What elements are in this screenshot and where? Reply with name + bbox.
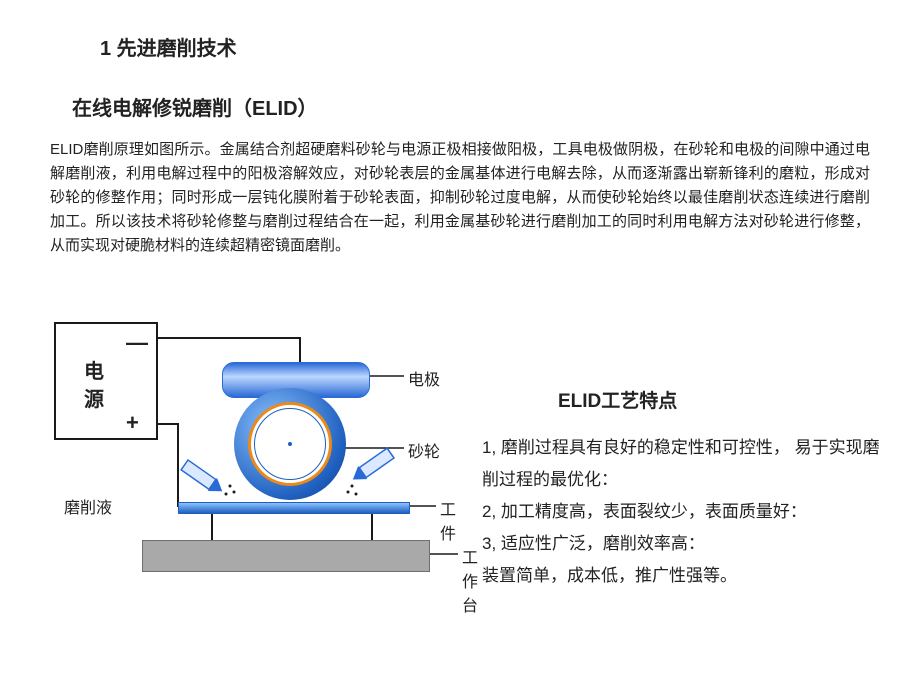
- features-list: 1, 磨削过程具有良好的稳定性和可控性， 易于实现磨削过程的最优化： 2, 加工…: [482, 432, 882, 592]
- psu-text: 电 源: [84, 358, 104, 414]
- workpiece-plate: [178, 502, 410, 514]
- label-fluid: 磨削液: [64, 494, 112, 518]
- grinding-wheel-center: [288, 442, 292, 446]
- feature-item-3: 3, 适应性广泛，磨削效率高：: [482, 528, 882, 560]
- subsection-title: 在线电解修锐磨削（ELID）: [72, 92, 318, 121]
- psu-char2: 源: [84, 389, 104, 411]
- feature-item-2: 2, 加工精度高，表面裂纹少，表面质量好：: [482, 496, 882, 528]
- label-worktable: 工作台: [462, 544, 478, 616]
- psu-char1: 电: [84, 361, 104, 383]
- intro-paragraph: ELID磨削原理如图所示。金属结合剂超硬磨料砂轮与电源正极相接做阳极，工具电极做…: [50, 138, 870, 258]
- slide: 1 先进磨削技术 在线电解修锐磨削（ELID） ELID磨削原理如图所示。金属结…: [0, 0, 920, 690]
- psu-plus-sign: +: [126, 410, 139, 436]
- worktable-block: [142, 540, 430, 572]
- feature-item-4: 装置简单，成本低，推广性强等。: [482, 560, 882, 592]
- label-electrode: 电极: [408, 366, 440, 390]
- power-supply-box: — 电 源 +: [54, 322, 158, 440]
- label-wheel: 砂轮: [408, 438, 440, 462]
- feature-item-1: 1, 磨削过程具有良好的稳定性和可控性， 易于实现磨削过程的最优化：: [482, 432, 882, 496]
- psu-minus-sign: —: [126, 330, 148, 356]
- label-workpiece: 工件: [440, 496, 466, 544]
- section-number-title: 1 先进磨削技术: [100, 32, 237, 61]
- elid-diagram: — 电 源 + 电极 砂轮 工件 工作台 磨削液: [46, 310, 466, 620]
- features-heading: ELID工艺特点: [558, 386, 677, 413]
